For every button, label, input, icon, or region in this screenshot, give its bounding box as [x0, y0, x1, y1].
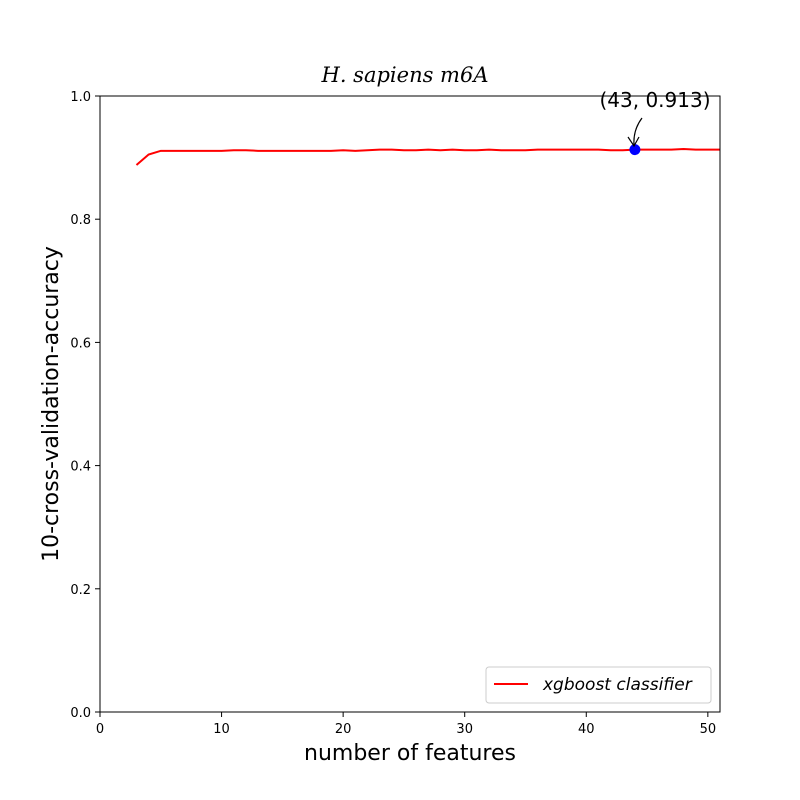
annotation-arrow: [633, 117, 643, 146]
x-tick-label: 10: [213, 722, 230, 737]
best-point-label: (43, 0.913): [599, 88, 710, 112]
axes-frame: [99, 95, 721, 713]
y-tick-label: 0.0: [70, 706, 91, 721]
x-tick-label: 50: [700, 722, 717, 737]
best-point-marker: [629, 144, 641, 156]
y-axis-ticks: 0.0 0.2 0.4 0.6 0.8 1.0: [70, 90, 100, 721]
x-axis-ticks: 0 10 20 30 40 50: [96, 712, 716, 737]
plot-area: [135, 144, 720, 166]
annotation-arrowhead: [627, 136, 640, 148]
x-tick-label: 20: [335, 722, 352, 737]
y-tick-label: 0.6: [70, 336, 91, 351]
series-line-xgboost: [135, 147, 720, 166]
x-axis-label: number of features: [304, 741, 516, 766]
legend: xgboost classifier: [485, 666, 712, 704]
y-tick-label: 0.8: [70, 213, 91, 228]
best-point-annotation: (43, 0.913): [599, 88, 711, 148]
y-tick-label: 0.4: [70, 460, 91, 475]
legend-box: [485, 666, 712, 704]
y-axis-label: 10-cross-validation-accuracy: [39, 246, 64, 562]
x-tick-label: 30: [456, 722, 473, 737]
chart-title: H. sapiens m6A: [321, 63, 489, 87]
x-tick-label: 0: [96, 722, 104, 737]
y-tick-label: 0.2: [70, 583, 91, 598]
y-tick-label: 1.0: [70, 90, 91, 105]
legend-entry-xgboost: xgboost classifier: [542, 675, 693, 695]
x-tick-label: 40: [578, 722, 595, 737]
